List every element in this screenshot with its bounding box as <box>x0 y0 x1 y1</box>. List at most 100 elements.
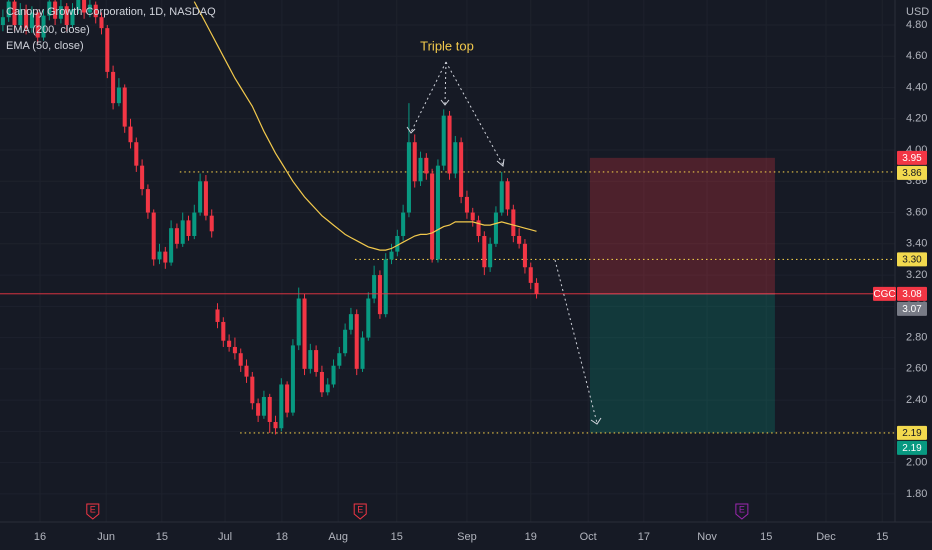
y-tick-label: 2.00 <box>906 457 927 469</box>
y-tick-label: 1.80 <box>906 488 927 500</box>
y-tick-label: 2.40 <box>906 394 927 406</box>
candle-body <box>186 220 191 236</box>
candle-body <box>273 421 278 429</box>
price-tag-label: 3.86 <box>902 168 922 179</box>
candle-body <box>534 282 539 294</box>
price-tag <box>897 252 927 267</box>
event-label: E <box>357 504 363 514</box>
candle-body <box>267 396 272 422</box>
candle-body <box>209 215 214 232</box>
event-marker <box>86 503 100 520</box>
x-tick-label: 15 <box>391 531 403 543</box>
candle-body <box>412 142 417 182</box>
candle-body <box>198 181 203 213</box>
candle-body <box>261 396 266 416</box>
candle-body <box>372 275 377 299</box>
candle-body <box>464 196 469 213</box>
candle-body <box>308 350 313 369</box>
event-label: E <box>90 504 96 514</box>
price-tag-label: 2.19 <box>902 443 922 454</box>
candle-body <box>348 314 353 330</box>
y-tick-label: 3.40 <box>906 238 927 250</box>
currency-label: USD <box>906 6 929 18</box>
x-tick-label: Jun <box>97 531 115 543</box>
candle-body <box>406 142 411 213</box>
candle-body <box>215 309 220 322</box>
grid <box>0 0 895 522</box>
price-tag <box>897 301 927 316</box>
candle-body <box>435 165 440 260</box>
candle-body <box>354 314 359 369</box>
price-tag-label: 3.08 <box>902 289 922 300</box>
candle-body <box>505 181 510 210</box>
candle-body <box>325 384 330 393</box>
candle-body <box>47 1 52 16</box>
y-tick-label: 3.60 <box>906 206 927 218</box>
x-tick-label: Dec <box>816 531 836 543</box>
candle-body <box>192 212 197 236</box>
candle-body <box>134 142 139 166</box>
candle-body <box>395 235 400 252</box>
candle-body <box>459 142 464 197</box>
arrow-heads <box>406 99 602 425</box>
y-tick-label: 3.20 <box>906 269 927 281</box>
candle-body <box>366 298 371 338</box>
axes: 1.802.002.202.402.602.803.003.203.403.60… <box>34 19 928 543</box>
candle-body <box>18 9 23 26</box>
price-tag <box>897 165 927 180</box>
candle-body <box>116 87 121 104</box>
candle-body <box>377 275 382 315</box>
candle-body <box>99 17 104 29</box>
candle-body <box>232 346 237 354</box>
ema-line <box>193 1 537 251</box>
candle-body <box>250 376 255 404</box>
x-tick-label: 17 <box>638 531 650 543</box>
candle-body <box>12 1 17 26</box>
candle-body <box>163 251 168 263</box>
y-tick-label: 2.80 <box>906 331 927 343</box>
candle-body <box>360 337 365 369</box>
plot <box>0 0 895 435</box>
candle-body <box>93 4 98 18</box>
candle-body <box>296 298 301 346</box>
symbol-tag-label: CGC <box>873 289 895 300</box>
candle-body <box>238 353 243 366</box>
y-tick-label: 2.60 <box>906 363 927 375</box>
position-zones <box>179 157 895 434</box>
legend-title: Canopy Growth Corporation, 1D, NASDAQ <box>6 6 216 18</box>
x-tick-label: Sep <box>457 531 477 543</box>
price-tag-label: 3.30 <box>902 255 922 266</box>
candle-body <box>499 181 504 213</box>
candle-body <box>517 235 522 244</box>
candle-body <box>0 17 5 26</box>
candle-body <box>64 6 69 26</box>
x-tick-label: Aug <box>328 531 348 543</box>
candle-body <box>29 12 34 29</box>
legend-entry: EMA (200, close) <box>6 24 90 36</box>
candle-body <box>24 9 29 29</box>
target-zone <box>589 293 775 433</box>
candle-body <box>76 0 81 10</box>
candle-body <box>430 173 435 260</box>
price-tag <box>897 440 927 455</box>
candle-body <box>174 228 179 244</box>
candle-body <box>122 87 127 127</box>
candle-body <box>522 243 527 268</box>
event-marker <box>735 503 749 520</box>
candle-body <box>389 251 394 260</box>
candle-body <box>6 1 11 18</box>
candle-body <box>488 243 493 268</box>
candle-body <box>453 142 458 174</box>
candle-body <box>447 115 452 174</box>
candle-body <box>343 329 348 354</box>
candle-body <box>511 209 516 236</box>
candle-body <box>244 365 249 377</box>
candle-body <box>203 181 208 216</box>
x-tick-label: 18 <box>276 531 288 543</box>
candle-body <box>53 1 58 19</box>
candle-body <box>285 384 290 413</box>
x-tick-label: 15 <box>760 531 772 543</box>
candle-body <box>401 212 406 236</box>
